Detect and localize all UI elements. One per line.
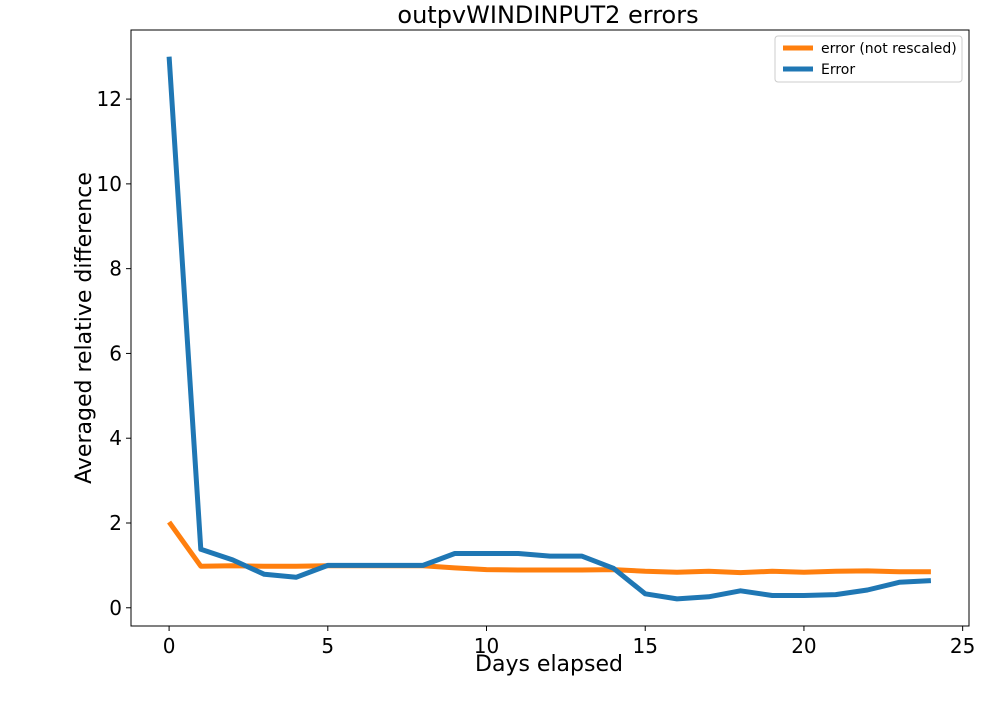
y-tick-label: 8	[109, 257, 122, 281]
legend-label: Error	[821, 62, 855, 78]
x-tick-label: 25	[950, 634, 975, 658]
x-tick-label: 0	[163, 634, 176, 658]
y-tick-label: 0	[109, 596, 122, 620]
y-tick-label: 6	[109, 341, 122, 365]
x-tick-label: 10	[474, 634, 499, 658]
x-tick-label: 5	[321, 634, 334, 658]
chart-title: outpvWINDINPUT2 errors	[397, 1, 698, 29]
y-tick-label: 4	[109, 426, 122, 450]
series-line-error	[166, 56, 932, 602]
legend-box	[774, 35, 963, 83]
series-line-error-not-rescaled	[167, 520, 931, 576]
x-axis-label: Days elapsed	[475, 652, 623, 677]
x-tick-label: 20	[791, 634, 816, 658]
plot-frame	[130, 29, 970, 627]
y-tick-label: 12	[97, 87, 122, 111]
series-layer	[166, 56, 932, 602]
legend-label: error (not rescaled)	[821, 41, 957, 57]
y-axis: 0 2 4 6 8 10 12	[97, 87, 131, 620]
x-axis: 0 5 10 15 20 25	[163, 626, 975, 658]
x-tick-label: 15	[633, 634, 658, 658]
y-tick-label: 2	[109, 511, 122, 535]
legend: error (not rescaled) Error	[774, 35, 963, 83]
y-tick-label: 10	[97, 172, 122, 196]
y-axis-label: Averaged relative difference	[72, 172, 97, 484]
